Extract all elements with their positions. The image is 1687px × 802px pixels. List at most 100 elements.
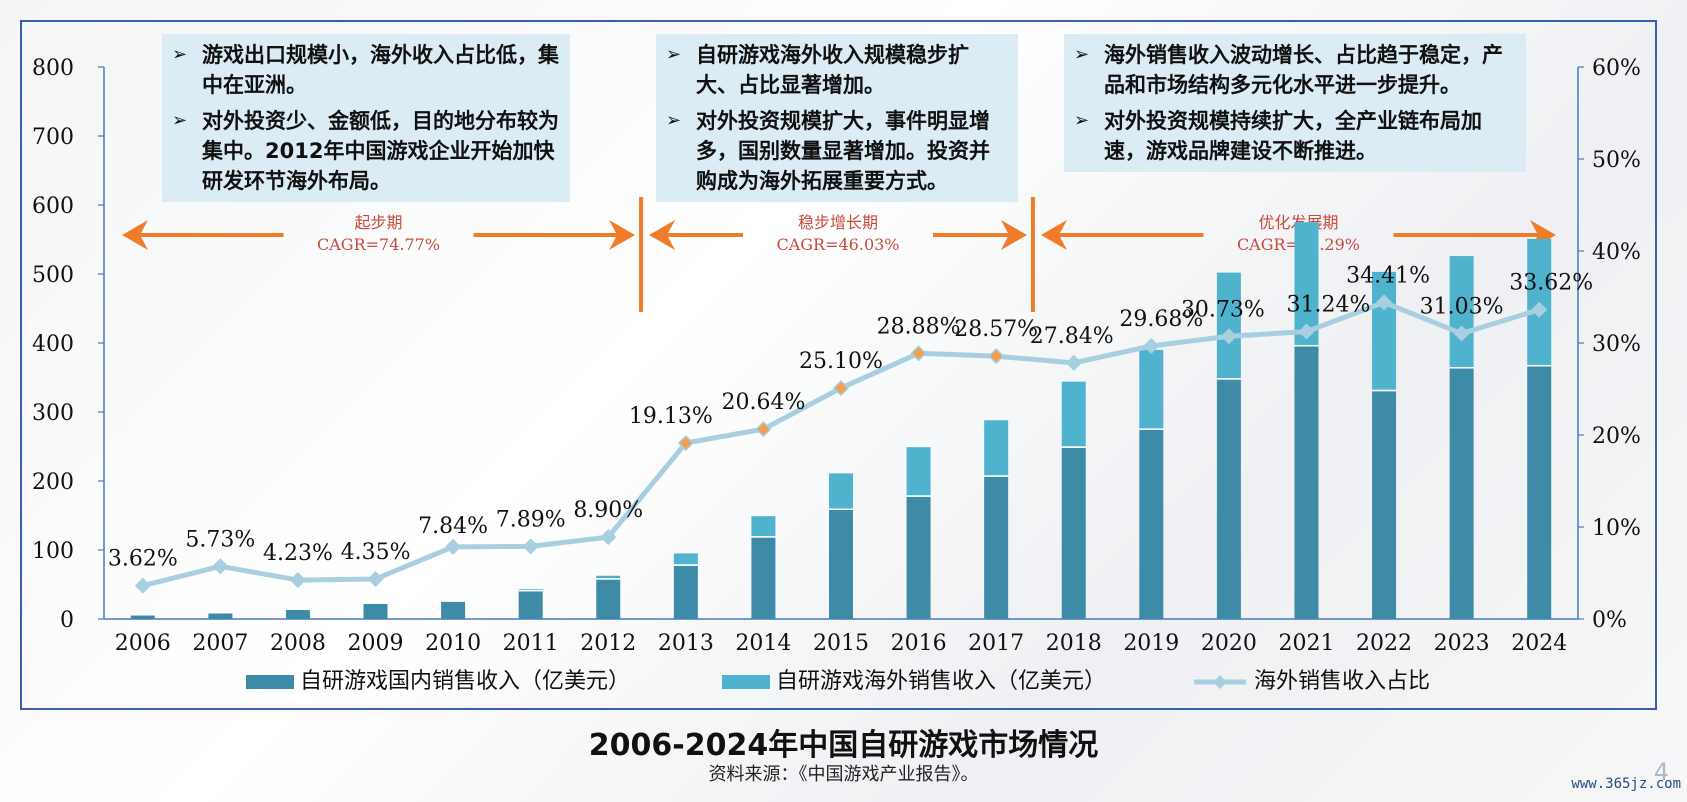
share-data-label: 7.89% — [496, 507, 566, 532]
right-tick-label: 20% — [1592, 424, 1641, 449]
right-tick-label: 10% — [1592, 516, 1641, 541]
bar-overseas — [673, 553, 698, 565]
x-tick-label: 2007 — [192, 631, 248, 656]
x-tick-label: 2019 — [1123, 631, 1179, 656]
chart-frame — [20, 20, 1657, 710]
phase-cagr: CAGR=74.77% — [317, 235, 440, 254]
share-marker — [1143, 337, 1160, 355]
phase-name: 起步期 — [355, 213, 403, 232]
x-tick-label: 2006 — [115, 631, 171, 656]
share-marker — [1531, 301, 1548, 318]
note-box-startup: ➢ 游戏出口规模小，海外收入占比低，集中在亚洲。 ➢ 对外投资少、金额低，目的地分布… — [162, 34, 570, 202]
left-tick-label: 700 — [32, 125, 74, 150]
share-marker — [289, 572, 307, 589]
share-data-label: 4.35% — [341, 540, 411, 565]
share-marker — [755, 421, 772, 438]
note-box-optimize: ➢ 海外销售收入波动增长、占比趋于稳定，产品和市场结构多元化水平进一步提升。 ➢ 对… — [1064, 34, 1526, 172]
legend-swatch-domestic — [246, 675, 294, 689]
share-data-label: 25.10% — [799, 349, 883, 374]
phase-arrow-right-icon — [1000, 220, 1027, 250]
bar-overseas — [1372, 271, 1397, 390]
bar-overseas — [518, 589, 543, 590]
right-tick-label: 50% — [1592, 148, 1641, 173]
phase-arrow-left-icon — [1040, 220, 1067, 250]
page-number: 4 — [1653, 758, 1669, 786]
bar-domestic — [1216, 379, 1241, 619]
bar-overseas — [1139, 349, 1164, 429]
arrow-bullet-icon: ➢ — [172, 110, 188, 131]
share-data-label: 5.73% — [185, 527, 255, 552]
note-bullet: ➢ 游戏出口规模小，海外收入占比低，集中在亚洲。 — [172, 40, 560, 100]
right-tick-label: 60% — [1592, 56, 1641, 81]
share-marker — [832, 380, 850, 397]
note-text: 对外投资规模持续扩大，全产业链布局加速，游戏品牌建设不断推进。 — [1104, 109, 1482, 163]
share-data-label: 4.23% — [263, 541, 333, 566]
share-marker — [367, 570, 384, 588]
x-tick-label: 2023 — [1434, 631, 1490, 656]
share-data-label: 28.57% — [954, 317, 1038, 342]
legend-label-domestic: 自研游戏国内销售收入（亿美元） — [300, 669, 630, 694]
x-tick-label: 2008 — [270, 631, 326, 656]
right-tick-label: 40% — [1592, 240, 1641, 265]
note-bullet: ➢ 自研游戏海外收入规模稳步扩大、占比显著增加。 — [666, 40, 1008, 100]
bar-domestic — [1527, 366, 1552, 619]
x-tick-label: 2021 — [1278, 631, 1334, 656]
share-data-label: 31.03% — [1420, 295, 1504, 320]
share-data-label: 29.68% — [1119, 307, 1203, 332]
phase-arrow-left-icon — [122, 220, 148, 250]
phase-arrow-right-icon — [609, 220, 636, 250]
legend-label-share: 海外销售收入占比 — [1254, 669, 1430, 694]
bar-domestic — [518, 591, 543, 619]
note-box-steady: ➢ 自研游戏海外收入规模稳步扩大、占比显著增加。 ➢ 对外投资规模扩大，事件明显增多… — [656, 34, 1018, 202]
share-data-label: 30.73% — [1181, 297, 1265, 322]
phase-name: 稳步增长期 — [798, 213, 878, 232]
bar-domestic — [751, 537, 776, 619]
share-marker — [522, 538, 539, 555]
x-tick-label: 2020 — [1201, 631, 1257, 656]
note-text: 对外投资规模扩大，事件明显增多，国别数量显著增加。投资并购成为海外拓展重要方式。 — [696, 109, 990, 193]
share-marker — [910, 345, 927, 362]
bar-overseas — [1061, 381, 1086, 447]
legend-marker-share — [1213, 675, 1227, 689]
share-data-label: 19.13% — [629, 404, 713, 429]
x-tick-label: 2018 — [1046, 631, 1102, 656]
bar-domestic — [1449, 368, 1474, 619]
share-marker — [677, 434, 694, 452]
bar-domestic — [130, 615, 155, 619]
x-tick-label: 2011 — [503, 631, 559, 656]
bar-domestic — [829, 509, 853, 619]
bar-overseas — [906, 447, 931, 496]
note-text: 自研游戏海外收入规模稳步扩大、占比显著增加。 — [696, 43, 969, 97]
x-tick-label: 2013 — [658, 631, 714, 656]
right-tick-label: 0% — [1592, 608, 1627, 633]
arrow-bullet-icon: ➢ — [1074, 44, 1090, 65]
share-data-label: 31.24% — [1287, 293, 1371, 318]
share-data-label: 20.64% — [721, 390, 805, 415]
share-marker — [1220, 328, 1237, 345]
share-data-label: 28.88% — [877, 314, 961, 339]
x-tick-label: 2010 — [425, 631, 481, 656]
x-tick-label: 2024 — [1511, 631, 1567, 656]
left-tick-label: 0 — [60, 608, 74, 633]
note-bullet: ➢ 对外投资少、金额低，目的地分布较为集中。2012年中国游戏企业开始加快研发环节… — [172, 106, 560, 196]
page-title: 2006-2024年中国自研游戏市场情况 — [588, 728, 1099, 763]
share-marker — [1065, 354, 1082, 371]
note-bullet: ➢ 对外投资规模扩大，事件明显增多，国别数量显著增加。投资并购成为海外拓展重要方式… — [666, 106, 1008, 196]
arrow-bullet-icon: ➢ — [172, 44, 188, 65]
bar-domestic — [363, 603, 388, 619]
x-tick-label: 2016 — [891, 631, 947, 656]
right-tick-label: 30% — [1592, 332, 1641, 357]
bar-domestic — [208, 613, 233, 619]
left-tick-label: 300 — [32, 401, 74, 426]
x-tick-label: 2015 — [813, 631, 869, 656]
note-text: 游戏出口规模小，海外收入占比低，集中在亚洲。 — [202, 43, 559, 97]
left-tick-label: 600 — [32, 194, 74, 219]
phase-cagr: CAGR=46.03% — [776, 235, 899, 254]
share-marker — [1298, 323, 1315, 340]
note-text: 海外销售收入波动增长、占比趋于稳定，产品和市场结构多元化水平进一步提升。 — [1104, 43, 1503, 97]
share-data-label: 34.41% — [1346, 263, 1430, 288]
x-tick-label: 2009 — [348, 631, 404, 656]
bar-overseas — [829, 473, 853, 509]
legend-swatch-overseas — [722, 675, 770, 689]
x-tick-label: 2022 — [1356, 631, 1412, 656]
